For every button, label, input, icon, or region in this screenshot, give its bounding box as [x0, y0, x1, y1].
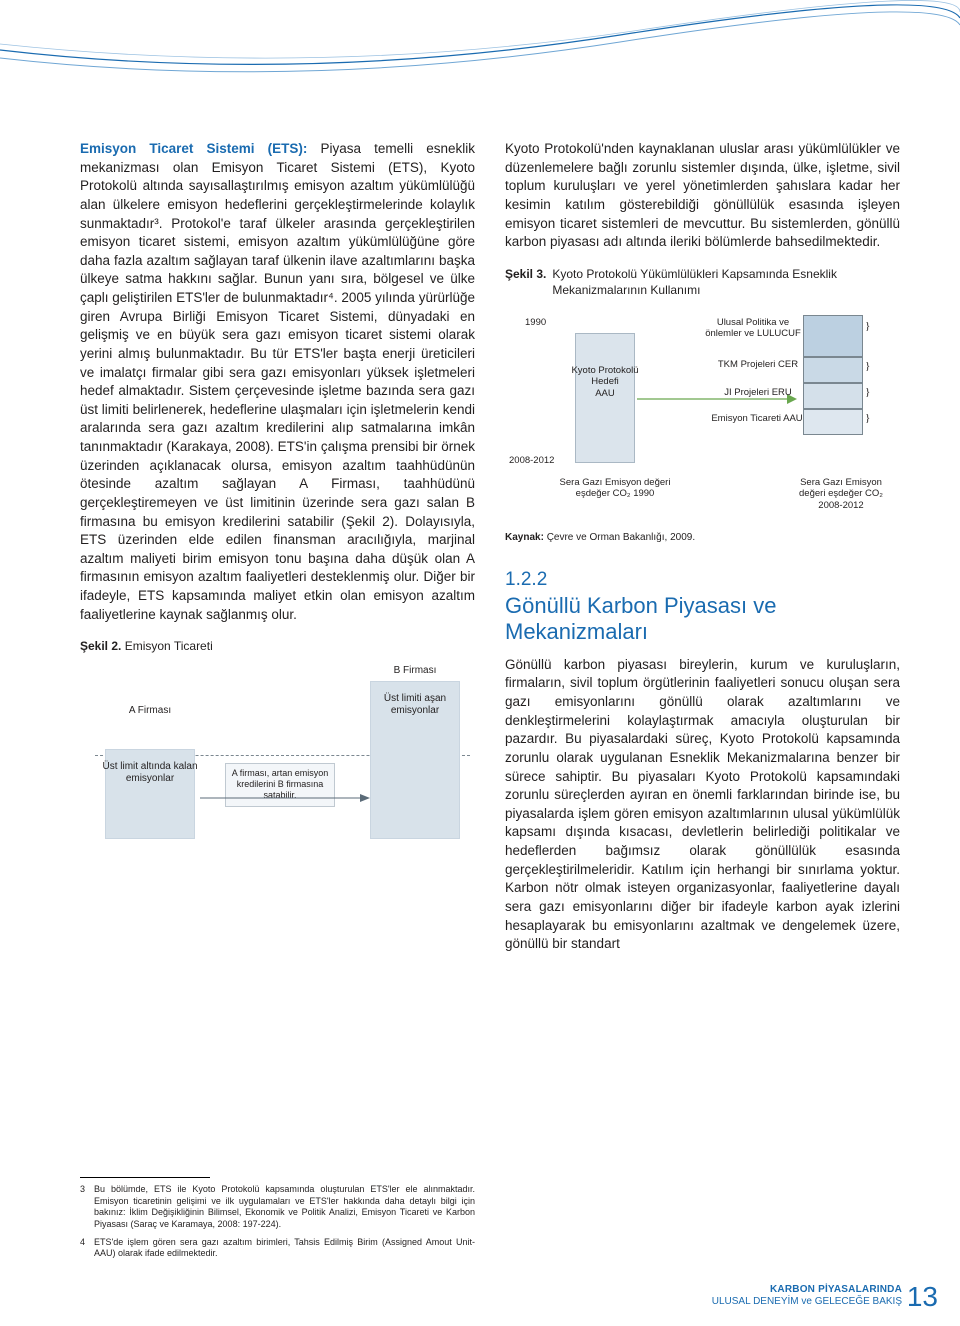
fig3-seg-3	[803, 409, 863, 435]
left-column: Emisyon Ticaret Sistemi (ETS): Piyasa te…	[80, 140, 475, 954]
fig3-bottom-right: Sera Gazı Emisyon değeri eşdeğer CO₂ 200…	[791, 477, 891, 511]
fig3-lbl2: AAU	[595, 388, 615, 399]
figure2-title-bold: Şekil 2.	[80, 639, 121, 653]
ets-term: Emisyon Ticaret Sistemi (ETS):	[80, 141, 307, 156]
fig3-bottom-left: Sera Gazı Emisyon değeri eşdeğer CO₂ 199…	[555, 477, 675, 500]
main-paragraph-text: Piyasa temelli esneklik mekanizması olan…	[80, 141, 475, 622]
fig2-over-b: Üst limiti aşan emisyonlar	[360, 693, 470, 718]
fig3-brace-0: }	[865, 319, 870, 334]
fig3-left-bar-label: Kyoto Protokolü Hedefi AAU	[565, 365, 645, 399]
fig3-rlabel-3: Emisyon Ticareti AAU	[711, 413, 803, 424]
footnote-3-text: Bu bölümde, ETS ile Kyoto Protokolü kaps…	[94, 1184, 475, 1231]
fig3-lbl1: Hedefi	[591, 376, 618, 387]
fig3-rlabel-0: Ulusal Politika ve önlemler ve LULUCUF	[705, 317, 801, 340]
figure2-chart: A Firması Üst limit altında kalan emisyo…	[80, 663, 475, 883]
fig2-arrow	[200, 788, 370, 818]
right-para1: Kyoto Protokolü'nden kaynaklanan uluslar…	[505, 140, 900, 252]
section-heading: 1.2.2 Gönüllü Karbon Piyasası ve Mekaniz…	[505, 567, 900, 646]
figure3-title-rest: Kyoto Protokolü Yükümlülükleri Kapsamınd…	[552, 266, 900, 299]
fig2-bar-a-label: A Firması	[106, 704, 194, 718]
footnote-rule	[80, 1177, 210, 1178]
page-footer: KARBON PİYASALARINDA ULUSAL DENEYİM ve G…	[712, 1284, 902, 1308]
right-column: Kyoto Protokolü'nden kaynaklanan uluslar…	[505, 140, 900, 954]
fig3-rlabel-2: JI Projeleri ERU	[715, 387, 801, 398]
figure3-title: Şekil 3. Kyoto Protokolü Yükümlülükleri …	[505, 266, 900, 299]
fig3-brace-1: }	[865, 359, 870, 374]
header-curve-decoration	[0, 0, 960, 80]
footnote-4-text: ETS'de işlem gören sera gazı azaltım bir…	[94, 1237, 475, 1260]
fig3-brace-2: }	[865, 385, 870, 400]
fig3-year-bottom: 2008-2012	[509, 455, 554, 466]
footer-line2: ULUSAL DENEYİM ve GELECEĞE BAKIŞ	[712, 1296, 902, 1308]
footer-line1: KARBON PİYASALARINDA	[712, 1284, 902, 1296]
fig3-brace-3: }	[865, 411, 870, 426]
page-content: Emisyon Ticaret Sistemi (ETS): Piyasa te…	[80, 140, 900, 954]
fig3-lbl0: Kyoto Protokolü	[571, 365, 638, 376]
section-num: 1.2.2	[505, 567, 900, 593]
footnote-3: 3 Bu bölümde, ETS ile Kyoto Protokolü ka…	[80, 1184, 475, 1231]
footnote-4-num: 4	[80, 1237, 94, 1260]
footnotes: 3 Bu bölümde, ETS ile Kyoto Protokolü ka…	[80, 1177, 475, 1266]
fig3-year-top: 1990	[525, 317, 546, 328]
footnote-3-num: 3	[80, 1184, 94, 1231]
fig3-rlabel-1: TKM Projeleri CER	[715, 359, 801, 370]
figure2-title-rest: Emisyon Ticareti	[121, 639, 212, 653]
figure3-chart: 1990 2008-2012 Kyoto Protokolü Hedefi AA…	[505, 309, 900, 549]
main-paragraph: Emisyon Ticaret Sistemi (ETS): Piyasa te…	[80, 140, 475, 624]
section-title: Gönüllü Karbon Piyasası ve Mekanizmaları	[505, 593, 900, 646]
footnote-4: 4 ETS'de işlem gören sera gazı azaltım b…	[80, 1237, 475, 1260]
page-number: 13	[907, 1280, 938, 1314]
figure3-title-bold: Şekil 3.	[505, 266, 546, 299]
fig3-right-stack	[803, 315, 863, 435]
fig3-seg-2	[803, 383, 863, 409]
figure2-title: Şekil 2. Emisyon Ticareti	[80, 638, 475, 655]
fig3-seg-0	[803, 315, 863, 357]
fig3-source: Kaynak: Kaynak: Çevre ve Orman Bakanlığı…	[505, 531, 695, 545]
right-para2: Gönüllü karbon piyasası bireylerin, kuru…	[505, 656, 900, 954]
fig3-seg-1	[803, 357, 863, 383]
fig2-under-a: Üst limit altında kalan emisyonlar	[90, 761, 210, 786]
fig2-bar-b-label: B Firması	[371, 664, 459, 678]
